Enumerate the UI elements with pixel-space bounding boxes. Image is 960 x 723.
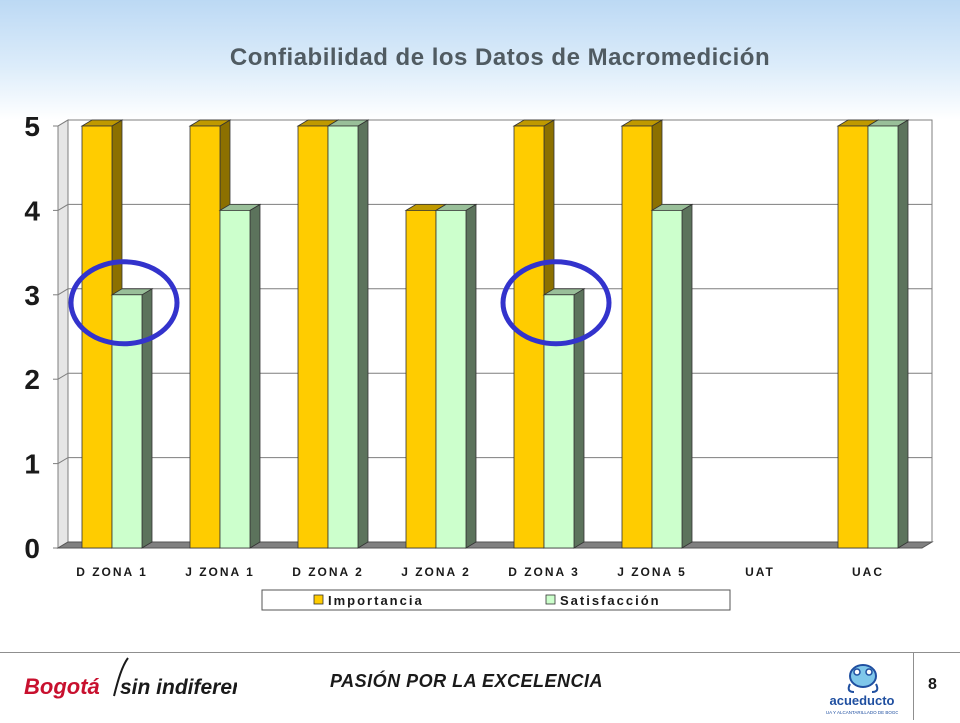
bar-satisfaccion [651, 209, 683, 549]
footer-page-divider [913, 652, 914, 720]
bar-importancia [837, 125, 869, 549]
x-tick-label: D ZONA 2 [292, 565, 364, 579]
svg-text:AGUA Y ALCANTARILLADO DE BOGOT: AGUA Y ALCANTARILLADO DE BOGOTÁ [826, 709, 898, 715]
legend-label-satisfaccion: Satisfacción [560, 593, 661, 608]
y-tick-label: 2 [24, 364, 40, 395]
chart-title: Confiabilidad de los Datos de Macromedic… [229, 44, 771, 71]
legend-swatch-satisfaccion [545, 594, 556, 605]
acueducto-logo: acueducto AGUA Y ALCANTARILLADO DE BOGOT… [819, 660, 905, 723]
plot-floor [56, 541, 934, 549]
highlight-circle [68, 259, 180, 347]
x-tick-label: J ZONA 2 [401, 565, 471, 579]
bar-importancia [297, 125, 329, 549]
x-tick-label: J ZONA 1 [185, 565, 255, 579]
header-band [0, 0, 960, 120]
y-tick-label: 4 [24, 195, 40, 226]
bar-side-satisfaccion [141, 288, 153, 549]
bar-side-satisfaccion [249, 203, 261, 549]
svg-text:sin indiferencia: sin indiferencia [120, 676, 237, 699]
y-tick-label: 5 [24, 111, 40, 142]
bar-satisfaccion [219, 209, 251, 549]
bar-side-satisfaccion [897, 119, 909, 549]
footer-slogan: PASIÓN POR LA EXCELENCIA [330, 671, 604, 691]
bar-satisfaccion [543, 294, 575, 549]
bar-importancia [621, 125, 653, 549]
bar-side-satisfaccion [357, 119, 369, 549]
x-tick-label: J ZONA 5 [617, 565, 687, 579]
y-tick-label: 1 [24, 449, 40, 480]
bar-side-satisfaccion [573, 288, 585, 549]
legend-box [261, 589, 731, 611]
x-tick-label: UAT [745, 565, 775, 579]
highlight-circle [500, 259, 612, 347]
plot-side-wall [57, 119, 69, 549]
x-tick-label: UAC [852, 565, 884, 579]
y-tick-label: 0 [24, 533, 40, 564]
x-tick-label: D ZONA 3 [508, 565, 580, 579]
bar-importancia [189, 125, 221, 549]
y-tick-label: 3 [24, 280, 40, 311]
bogota-logo: Bogotá sin indiferencia [22, 656, 274, 705]
bar-satisfaccion [327, 125, 359, 549]
footer-divider [0, 652, 960, 653]
bar-satisfaccion [435, 209, 467, 549]
bar-side-satisfaccion [465, 203, 477, 549]
bar-chart: 0 1 2 3 4 5 D ZONA 1 J ZONA 1 D ZONA 2 J ZONA 2 D … [24, 111, 934, 611]
bar-importancia [405, 209, 437, 549]
x-tick-label: D ZONA 1 [76, 565, 148, 579]
bar-satisfaccion [867, 125, 899, 549]
bar-satisfaccion [111, 294, 143, 549]
page-number: 8 [928, 676, 937, 693]
legend-label-importancia: Importancia [328, 593, 424, 608]
svg-text:Bogotá: Bogotá [24, 674, 100, 699]
bar-side-satisfaccion [681, 203, 693, 549]
legend-swatch-importancia [313, 594, 324, 605]
svg-text:acueducto: acueducto [829, 693, 894, 708]
